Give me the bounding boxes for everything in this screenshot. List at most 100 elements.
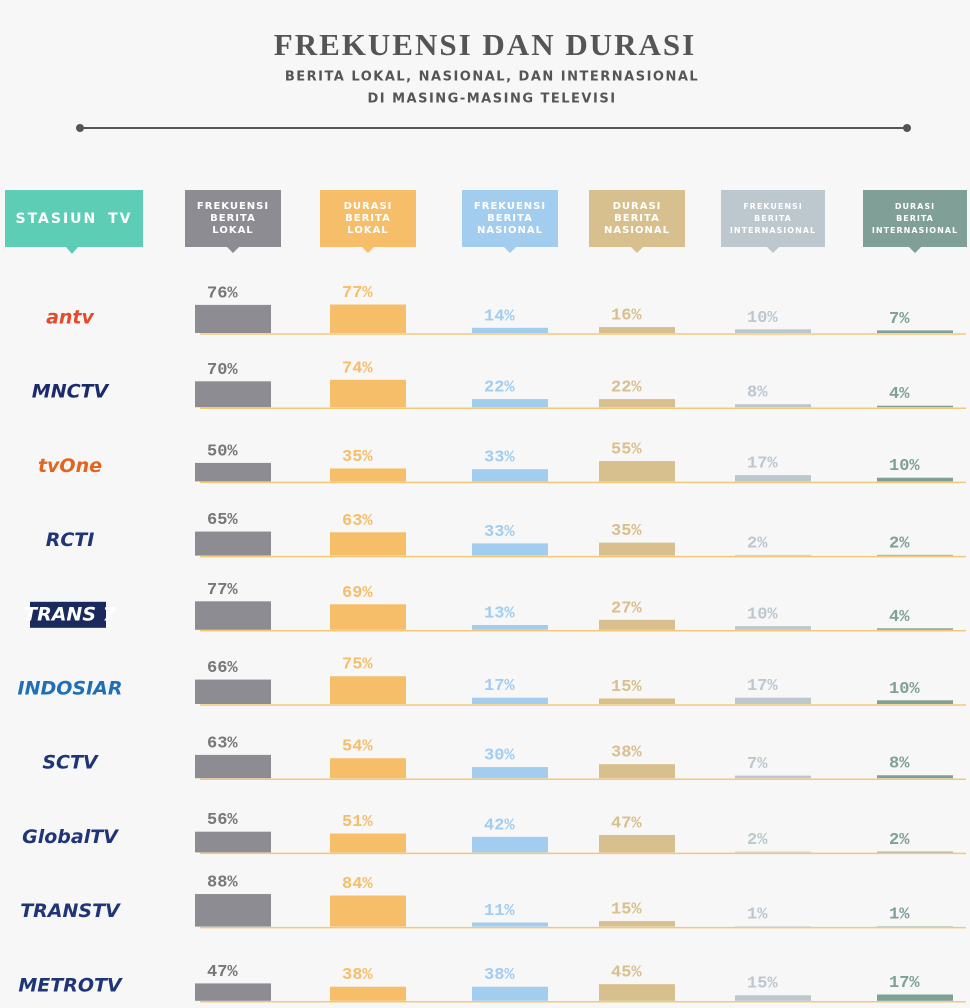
header-tag — [589, 190, 685, 253]
bar — [599, 835, 675, 853]
data-label: 7% — [747, 755, 768, 774]
bar — [472, 697, 548, 704]
bar — [599, 698, 675, 704]
bar — [599, 542, 675, 556]
station-logo: SCTV — [42, 752, 99, 774]
data-label: 47% — [207, 963, 238, 982]
bar — [330, 379, 406, 408]
bar — [735, 475, 811, 482]
bar — [877, 554, 953, 556]
data-label: 38% — [342, 966, 373, 985]
data-label: 77% — [342, 284, 373, 303]
bar — [877, 477, 953, 482]
bar — [472, 624, 548, 630]
data-label: 11% — [484, 902, 515, 921]
data-label: 4% — [889, 608, 910, 627]
legend-entry: DURASI BERITA NASIONAL — [603, 200, 670, 236]
bar — [195, 462, 271, 482]
header-tag — [185, 190, 281, 253]
subtitle: BERITA LOKAL, NASIONAL, DAN INTERNASIONA… — [285, 70, 699, 85]
bar — [195, 679, 271, 704]
legend-entry: DURASI BERITA LOKAL — [343, 200, 393, 236]
bar — [735, 851, 811, 853]
data-label: 14% — [484, 307, 515, 326]
bar — [735, 554, 811, 556]
data-label: 1% — [747, 906, 768, 925]
data-label: 65% — [207, 511, 238, 530]
station-logo: MNCTV — [32, 381, 110, 403]
bar — [330, 468, 406, 482]
bar — [735, 775, 811, 779]
bar — [735, 995, 811, 1001]
data-label: 27% — [611, 599, 642, 618]
data-label: 15% — [747, 975, 778, 994]
bar — [735, 404, 811, 408]
header-tag — [462, 190, 558, 253]
bar — [877, 775, 953, 779]
data-label: 13% — [484, 604, 515, 623]
data-label: 17% — [889, 974, 920, 993]
station-logo: GlobalTV — [22, 826, 119, 848]
bar — [472, 469, 548, 482]
station-logo: RCTI — [46, 529, 95, 551]
data-label: 47% — [611, 814, 642, 833]
station-logo: TRANS 7 — [24, 603, 116, 625]
station-logo: antv — [46, 307, 94, 329]
bar — [330, 604, 406, 630]
data-label: 22% — [484, 379, 515, 398]
data-label: 88% — [207, 874, 238, 893]
data-label: 2% — [747, 831, 768, 850]
legend-entry: FREKUENSI BERITA LOKAL — [196, 200, 270, 236]
bar — [877, 628, 953, 630]
logo-box — [30, 601, 106, 628]
data-label: 63% — [207, 734, 238, 753]
bar — [472, 836, 548, 853]
data-label: 77% — [207, 581, 238, 600]
data-label: 69% — [342, 584, 373, 603]
data-label: 51% — [342, 813, 373, 832]
data-label: 45% — [611, 964, 642, 983]
bar — [877, 330, 953, 333]
data-label: 84% — [342, 875, 373, 894]
bar — [877, 851, 953, 853]
data-label: 2% — [889, 831, 910, 850]
bar — [599, 399, 675, 408]
bar — [599, 984, 675, 1001]
data-label: 10% — [747, 309, 778, 328]
bar — [472, 922, 548, 927]
data-label: 35% — [342, 448, 373, 467]
data-label: 22% — [611, 379, 642, 398]
bar — [472, 986, 548, 1001]
data-label: 15% — [611, 678, 642, 697]
data-label: 50% — [207, 442, 238, 461]
legend-entry: FREKUENSI BERITA NASIONAL — [473, 200, 547, 236]
bar — [330, 758, 406, 779]
bar — [330, 833, 406, 853]
bar — [599, 764, 675, 779]
data-label: 17% — [484, 677, 515, 696]
data-label: 8% — [889, 755, 910, 774]
data-label: 56% — [207, 811, 238, 830]
bar — [472, 767, 548, 779]
data-label: 70% — [207, 361, 238, 380]
bar — [877, 994, 953, 1001]
bar — [330, 532, 406, 556]
bar — [330, 304, 406, 333]
bar — [877, 700, 953, 704]
header-tag — [863, 190, 967, 253]
data-label: 35% — [611, 522, 642, 541]
bar — [195, 531, 271, 556]
data-label: 38% — [611, 744, 642, 763]
header-tag — [721, 190, 825, 253]
subtitle: DI MASING-MASING TELEVISI — [367, 92, 616, 107]
legend-entry: DURASI BERITA INTERNASIONAL — [871, 201, 959, 235]
bar — [195, 601, 271, 630]
bar — [877, 405, 953, 408]
data-label: 63% — [342, 512, 373, 531]
data-label: 33% — [484, 449, 515, 468]
divider-dot — [76, 124, 84, 132]
bar — [599, 461, 675, 482]
bar — [195, 983, 271, 1001]
